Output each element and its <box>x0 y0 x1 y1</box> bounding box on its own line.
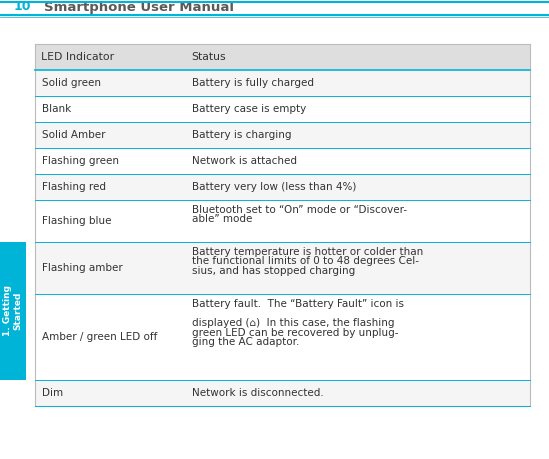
Text: Battery case is empty: Battery case is empty <box>192 104 306 114</box>
Bar <box>35 380 530 406</box>
Text: Battery is charging: Battery is charging <box>192 130 292 140</box>
Text: sius, and has stopped charging: sius, and has stopped charging <box>192 266 355 276</box>
Bar <box>35 44 530 70</box>
Text: displayed (⌂)  In this case, the flashing: displayed (⌂) In this case, the flashing <box>192 318 395 328</box>
Text: green LED can be recovered by unplug-: green LED can be recovered by unplug- <box>192 328 399 337</box>
Text: Status: Status <box>191 52 226 62</box>
Text: Battery temperature is hotter or colder than: Battery temperature is hotter or colder … <box>192 247 423 257</box>
Bar <box>35 96 530 122</box>
Text: Battery is fully charged: Battery is fully charged <box>192 78 314 88</box>
Bar <box>35 122 530 148</box>
Text: LED Indicator: LED Indicator <box>41 52 114 62</box>
Text: ging the AC adaptor.: ging the AC adaptor. <box>192 337 299 347</box>
Text: the functional limits of 0 to 48 degrees Cel-: the functional limits of 0 to 48 degrees… <box>192 257 419 267</box>
Text: able” mode: able” mode <box>192 214 253 224</box>
Bar <box>35 70 530 96</box>
Bar <box>35 294 530 380</box>
Text: Flashing amber: Flashing amber <box>42 263 123 273</box>
Text: Solid Amber: Solid Amber <box>42 130 105 140</box>
Bar <box>35 148 530 174</box>
Text: 10: 10 <box>14 0 31 13</box>
Text: Flashing blue: Flashing blue <box>42 216 111 226</box>
Bar <box>35 242 530 294</box>
Text: Battery fault.  The “Battery Fault” icon is: Battery fault. The “Battery Fault” icon … <box>192 299 404 309</box>
Bar <box>0 242 26 380</box>
Text: Flashing green: Flashing green <box>42 156 119 166</box>
Text: Solid green: Solid green <box>42 78 101 88</box>
Text: Amber / green LED off: Amber / green LED off <box>42 332 158 342</box>
Text: Battery very low (less than 4%): Battery very low (less than 4%) <box>192 182 356 192</box>
Text: Bluetooth set to “On” mode or “Discover-: Bluetooth set to “On” mode or “Discover- <box>192 205 407 215</box>
Text: Flashing red: Flashing red <box>42 182 106 192</box>
Text: Dim: Dim <box>42 388 63 398</box>
Text: Network is attached: Network is attached <box>192 156 297 166</box>
Bar <box>35 174 530 200</box>
Text: Network is disconnected.: Network is disconnected. <box>192 388 324 398</box>
Bar <box>35 200 530 242</box>
Text: Blank: Blank <box>42 104 71 114</box>
Text: Smartphone User Manual: Smartphone User Manual <box>44 0 234 13</box>
Text: 1. Getting
Started: 1. Getting Started <box>3 285 23 336</box>
